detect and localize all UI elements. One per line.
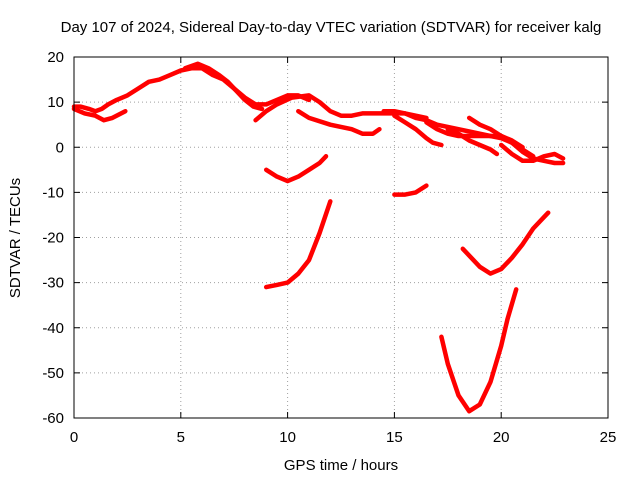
chart-title: Day 107 of 2024, Sidereal Day-to-day VTE… [61,19,602,36]
series-arc-1 [71,66,312,114]
x-tick-label: 15 [386,429,403,446]
plot-area [71,61,566,414]
series-arc-7 [392,113,444,148]
y-tick-label: -40 [42,320,64,337]
y-tick-label: 20 [47,49,64,66]
x-tick-label: 10 [279,429,296,446]
series-arc-2 [71,106,128,123]
y-tick-label: -60 [42,410,64,427]
series-arc-3 [182,61,265,112]
x-tick-label: 20 [493,429,510,446]
series-arc-5 [296,108,382,136]
series-arc-16 [439,287,519,414]
series-arc-9 [445,126,500,157]
y-axis-ticks: 20 10 0 -10 -20 -30 -40 -50 -60 [42,49,608,427]
x-tick-label: 0 [70,429,78,446]
x-axis-ticks: 0 5 10 15 20 25 [70,57,617,446]
series-arc-13 [392,183,429,197]
x-tick-label: 5 [177,429,185,446]
series-arc-10 [466,115,566,166]
series-arc-15 [460,210,551,276]
y-tick-label: -50 [42,365,64,382]
y-tick-label: 0 [56,139,64,156]
y-tick-label: -30 [42,275,64,292]
x-axis-label: GPS time / hours [284,457,398,474]
series-arc-14 [263,199,333,290]
x-tick-label: 25 [600,429,617,446]
y-tick-label: -10 [42,184,64,201]
y-tick-label: -20 [42,230,64,247]
y-axis-label: SDTVAR / TECUs [7,178,24,298]
series-arc-12 [263,154,329,184]
y-tick-label: 10 [47,94,64,111]
series-arc-11 [498,142,566,164]
